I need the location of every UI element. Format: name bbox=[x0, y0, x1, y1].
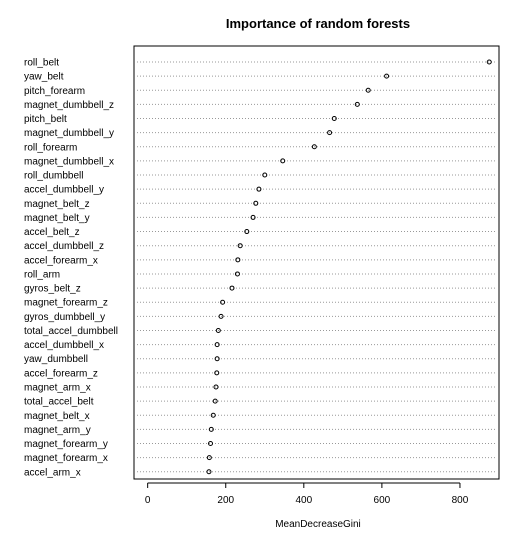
category-label: gyros_dumbbell_y bbox=[24, 312, 105, 323]
data-point bbox=[229, 285, 235, 291]
category-label: roll_arm bbox=[24, 269, 60, 280]
category-label: accel_forearm_z bbox=[24, 368, 98, 379]
x-tick-label: 800 bbox=[452, 495, 469, 506]
category-label: magnet_dumbbell_z bbox=[24, 100, 114, 111]
category-label: magnet_belt_y bbox=[24, 213, 90, 224]
category-label: accel_forearm_x bbox=[24, 255, 98, 266]
category-label: roll_dumbbell bbox=[24, 171, 83, 182]
data-point bbox=[213, 384, 219, 390]
data-point bbox=[250, 214, 256, 220]
data-point bbox=[235, 257, 241, 263]
data-point bbox=[206, 469, 212, 475]
data-point bbox=[220, 299, 226, 305]
chart-title: Importance of random forests bbox=[226, 16, 410, 31]
category-label: accel_dumbbell_x bbox=[24, 340, 104, 351]
category-label: roll_belt bbox=[24, 58, 59, 69]
category-label: yaw_belt bbox=[24, 72, 64, 83]
data-point bbox=[262, 172, 268, 178]
category-label: accel_belt_z bbox=[24, 227, 80, 238]
category-label: magnet_forearm_y bbox=[24, 439, 108, 450]
x-tick-label: 600 bbox=[374, 495, 391, 506]
data-point bbox=[234, 271, 240, 277]
x-axis-label: MeanDecreaseGini bbox=[275, 519, 361, 530]
x-tick-label: 0 bbox=[145, 495, 151, 506]
data-point bbox=[384, 73, 390, 79]
category-label: magnet_dumbbell_y bbox=[24, 128, 114, 139]
data-point bbox=[210, 412, 216, 418]
data-point bbox=[486, 59, 492, 65]
data-point bbox=[206, 455, 212, 461]
category-label: magnet_dumbbell_x bbox=[24, 156, 114, 167]
x-tick-label: 400 bbox=[295, 495, 312, 506]
data-point bbox=[237, 243, 243, 249]
data-point bbox=[244, 229, 250, 235]
data-point bbox=[311, 144, 317, 150]
category-label: gyros_belt_z bbox=[24, 284, 81, 295]
guide-lines bbox=[137, 61, 496, 473]
data-point bbox=[214, 370, 220, 376]
data-point bbox=[280, 158, 286, 164]
x-tick-label: 200 bbox=[217, 495, 234, 506]
data-point bbox=[331, 116, 337, 122]
category-label: magnet_arm_x bbox=[24, 382, 91, 393]
data-point bbox=[212, 398, 218, 404]
data-point bbox=[215, 327, 221, 333]
category-label: pitch_belt bbox=[24, 114, 67, 125]
category-label: total_accel_dumbbell bbox=[24, 326, 118, 337]
data-point bbox=[214, 342, 220, 348]
category-label: magnet_belt_z bbox=[24, 199, 90, 210]
data-point bbox=[256, 186, 262, 192]
data-point bbox=[218, 313, 224, 319]
category-label: magnet_forearm_z bbox=[24, 298, 108, 309]
data-point bbox=[253, 200, 259, 206]
data-point bbox=[327, 130, 333, 136]
category-label: roll_forearm bbox=[24, 142, 77, 153]
category-label: magnet_forearm_x bbox=[24, 453, 108, 464]
data-point bbox=[208, 441, 214, 447]
data-point bbox=[365, 87, 371, 93]
category-label: accel_arm_x bbox=[24, 467, 81, 478]
x-axis: 0 200 400 600 800 bbox=[145, 482, 469, 506]
category-labels: roll_belt yaw_belt pitch_forearm magnet_dum… bbox=[24, 58, 118, 479]
data-point bbox=[208, 426, 214, 432]
category-label: magnet_arm_y bbox=[24, 425, 91, 436]
data-points bbox=[206, 59, 492, 475]
category-label: pitch_forearm bbox=[24, 86, 85, 97]
data-point bbox=[214, 356, 220, 362]
category-label: accel_dumbbell_z bbox=[24, 241, 104, 252]
category-label: total_accel_belt bbox=[24, 397, 94, 408]
category-label: yaw_dumbbell bbox=[24, 354, 88, 365]
category-label: magnet_belt_x bbox=[24, 411, 90, 422]
category-label: accel_dumbbell_y bbox=[24, 185, 104, 196]
data-point bbox=[354, 101, 360, 107]
plot-frame bbox=[133, 45, 500, 480]
